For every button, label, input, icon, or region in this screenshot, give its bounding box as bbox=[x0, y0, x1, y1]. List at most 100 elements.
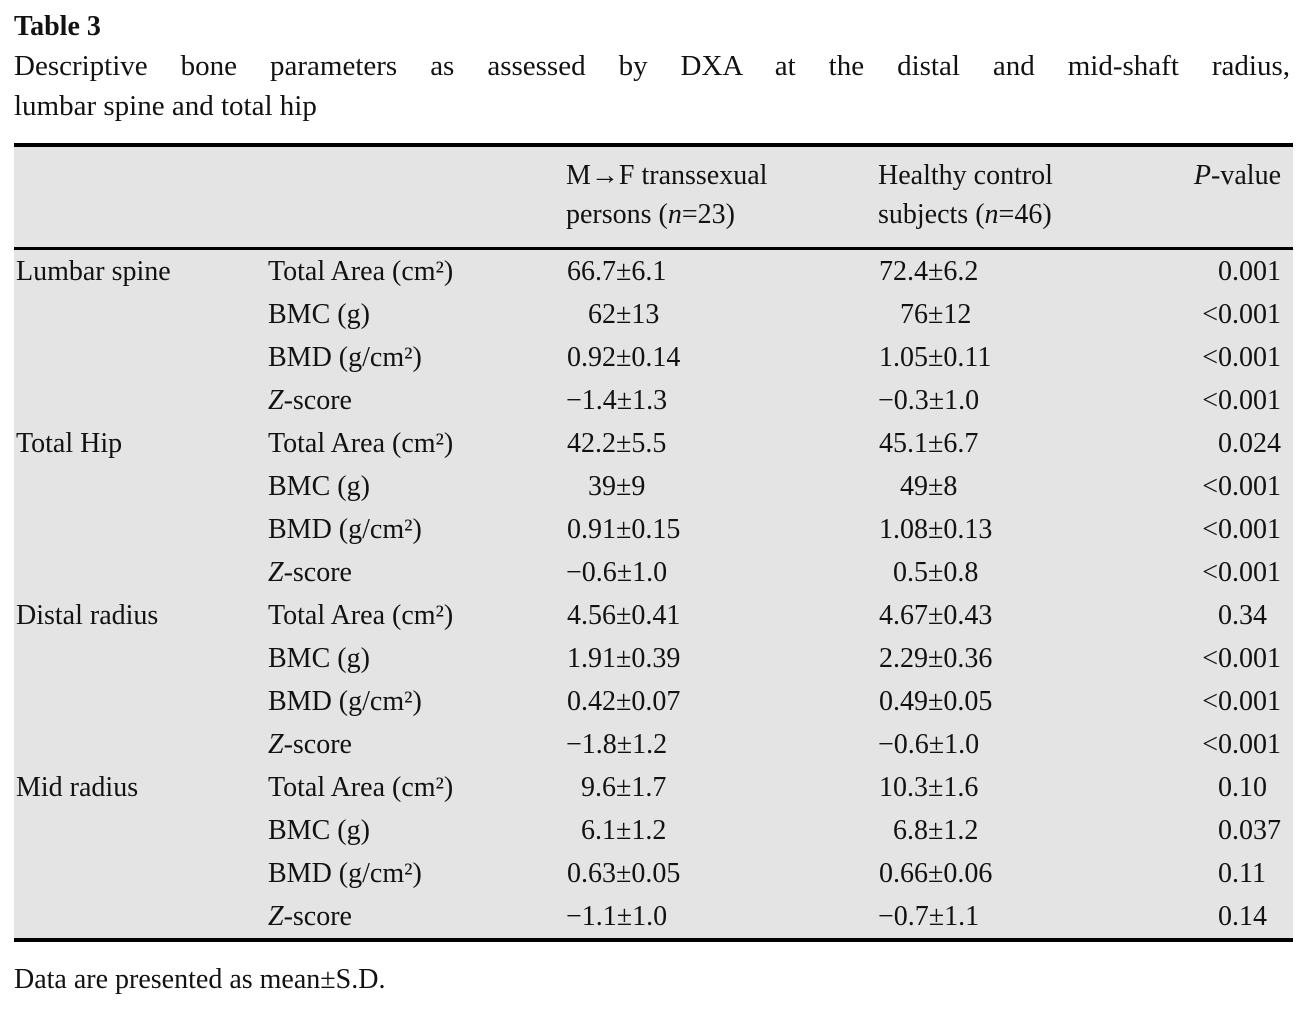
cell-region bbox=[14, 680, 268, 723]
table-caption-line1: Descriptive bone parameters as assessed … bbox=[14, 50, 1290, 82]
cell-pvalue: <0.001 bbox=[1202, 470, 1281, 502]
cell-pvalue: 0.34 bbox=[1218, 599, 1267, 631]
header-row: M→F transsexual persons (n=23) Healthy con… bbox=[14, 145, 1293, 250]
cell-mtf: −0.6±1.0 bbox=[566, 556, 668, 588]
cell-parameter: BMD (g/cm²) bbox=[268, 685, 422, 717]
cell-control: 72.4±6.2 bbox=[879, 255, 979, 287]
cell-parameter: BMC (g) bbox=[268, 642, 370, 674]
cell-parameter: BMC (g) bbox=[268, 814, 370, 846]
cell-pvalue: 0.001 bbox=[1218, 255, 1281, 287]
cell-control: 0.5±0.8 bbox=[893, 556, 979, 588]
cell-mtf: 39±9 bbox=[588, 470, 646, 502]
cell-region bbox=[14, 508, 268, 551]
bone-parameters-table: M→F transsexual persons (n=23) Healthy con… bbox=[14, 143, 1293, 942]
table-row: Distal radius Total Area (cm²) 4.56±0.41 4.… bbox=[14, 594, 1293, 637]
table-caption: Descriptive bone parameters as assessed … bbox=[14, 46, 1290, 126]
cell-control: 10.3±1.6 bbox=[879, 771, 979, 803]
cell-control: 0.49±0.05 bbox=[879, 685, 993, 717]
cell-pvalue: <0.001 bbox=[1202, 556, 1281, 588]
cell-parameter: BMD (g/cm²) bbox=[268, 513, 422, 545]
cell-control: 1.05±0.11 bbox=[879, 341, 992, 373]
cell-mtf: 0.91±0.15 bbox=[567, 513, 681, 545]
cell-mtf: −1.8±1.2 bbox=[566, 728, 668, 760]
cell-region bbox=[14, 293, 268, 336]
cell-mtf: 6.1±1.2 bbox=[581, 814, 667, 846]
table-label: Table 3 bbox=[14, 11, 101, 42]
table-row: Z-score −0.6±1.0 0.5±0.8 <0.001 bbox=[14, 551, 1293, 594]
cell-pvalue: <0.001 bbox=[1202, 341, 1281, 373]
column-header-region bbox=[14, 145, 268, 250]
cell-pvalue: 0.10 bbox=[1218, 771, 1267, 803]
paper-table-figure: Table 3 Descriptive bone parameters as a… bbox=[14, 11, 1293, 995]
cell-pvalue: 0.037 bbox=[1218, 814, 1281, 846]
cell-parameter: Z-score bbox=[268, 384, 352, 416]
cell-region bbox=[14, 809, 268, 852]
cell-region: Distal radius bbox=[16, 599, 159, 631]
cell-control: 76±12 bbox=[900, 298, 972, 330]
cell-pvalue: <0.001 bbox=[1202, 384, 1281, 416]
cell-mtf: 1.91±0.39 bbox=[567, 642, 681, 674]
cell-region bbox=[14, 852, 268, 895]
cell-region bbox=[14, 637, 268, 680]
table-row: BMD (g/cm²) 0.42±0.07 0.49±0.05 <0.001 bbox=[14, 680, 1293, 723]
table-row: Total Hip Total Area (cm²) 42.2±5.5 45.1±6.… bbox=[14, 422, 1293, 465]
column-header-control: Healthy control subjects (n=46) bbox=[878, 145, 1171, 250]
cell-region bbox=[14, 723, 268, 766]
cell-mtf: 62±13 bbox=[588, 298, 660, 330]
table-row: BMC (g) 62±13 76±12 <0.001 bbox=[14, 293, 1293, 336]
table-footnote: Data are presented as mean±S.D. bbox=[14, 964, 386, 995]
cell-parameter: Total Area (cm²) bbox=[268, 771, 454, 803]
cell-control: −0.6±1.0 bbox=[878, 728, 980, 760]
cell-pvalue: 0.11 bbox=[1218, 857, 1266, 889]
cell-parameter: BMD (g/cm²) bbox=[268, 341, 422, 373]
cell-pvalue: <0.001 bbox=[1202, 685, 1281, 717]
cell-parameter: Total Area (cm²) bbox=[268, 255, 454, 287]
cell-pvalue: <0.001 bbox=[1202, 728, 1281, 760]
cell-control: 1.08±0.13 bbox=[879, 513, 993, 545]
table-row: Z-score −1.8±1.2 −0.6±1.0 <0.001 bbox=[14, 723, 1293, 766]
cell-pvalue: <0.001 bbox=[1202, 513, 1281, 545]
cell-parameter: BMC (g) bbox=[268, 298, 370, 330]
table-header: M→F transsexual persons (n=23) Healthy con… bbox=[14, 145, 1293, 250]
cell-control: 2.29±0.36 bbox=[879, 642, 993, 674]
column-header-pvalue: P-value bbox=[1171, 145, 1293, 250]
cell-parameter: Z-score bbox=[268, 900, 352, 932]
cell-control: 6.8±1.2 bbox=[893, 814, 979, 846]
cell-mtf: 4.56±0.41 bbox=[567, 599, 681, 631]
column-header-mtf: M→F transsexual persons (n=23) bbox=[566, 145, 878, 250]
table-row: Z-score −1.4±1.3 −0.3±1.0 <0.001 bbox=[14, 379, 1293, 422]
cell-mtf: 0.63±0.05 bbox=[567, 857, 681, 889]
cell-region bbox=[14, 336, 268, 379]
table-row: BMC (g) 6.1±1.2 6.8±1.2 0.037 bbox=[14, 809, 1293, 852]
table-row: BMD (g/cm²) 0.63±0.05 0.66±0.06 0.11 bbox=[14, 852, 1293, 895]
cell-parameter: BMC (g) bbox=[268, 470, 370, 502]
cell-parameter: Total Area (cm²) bbox=[268, 427, 454, 459]
cell-parameter: Z-score bbox=[268, 728, 352, 760]
cell-mtf: 66.7±6.1 bbox=[567, 255, 667, 287]
cell-parameter: BMD (g/cm²) bbox=[268, 857, 422, 889]
cell-region bbox=[14, 465, 268, 508]
cell-control: −0.3±1.0 bbox=[878, 384, 980, 416]
cell-region: Lumbar spine bbox=[16, 255, 171, 287]
cell-mtf: 9.6±1.7 bbox=[581, 771, 667, 803]
cell-pvalue: 0.024 bbox=[1218, 427, 1281, 459]
column-header-parameter bbox=[268, 145, 566, 250]
cell-mtf: 0.42±0.07 bbox=[567, 685, 681, 717]
cell-region: Total Hip bbox=[16, 427, 123, 459]
table-row: BMC (g) 1.91±0.39 2.29±0.36 <0.001 bbox=[14, 637, 1293, 680]
cell-region: Mid radius bbox=[16, 771, 139, 803]
cell-control: 4.67±0.43 bbox=[879, 599, 993, 631]
cell-mtf: −1.1±1.0 bbox=[566, 900, 668, 932]
cell-mtf: 0.92±0.14 bbox=[567, 341, 681, 373]
cell-control: −0.7±1.1 bbox=[878, 900, 980, 932]
cell-control: 49±8 bbox=[900, 470, 958, 502]
cell-parameter: Total Area (cm²) bbox=[268, 599, 454, 631]
cell-region bbox=[14, 895, 268, 940]
table-caption-line2: lumbar spine and total hip bbox=[14, 90, 317, 122]
table-row: BMD (g/cm²) 0.91±0.15 1.08±0.13 <0.001 bbox=[14, 508, 1293, 551]
cell-region bbox=[14, 379, 268, 422]
cell-mtf: 42.2±5.5 bbox=[567, 427, 667, 459]
table-row: Z-score −1.1±1.0 −0.7±1.1 0.14 bbox=[14, 895, 1293, 940]
table-row: Lumbar spine Total Area (cm²) 66.7±6.1 72.4… bbox=[14, 249, 1293, 294]
